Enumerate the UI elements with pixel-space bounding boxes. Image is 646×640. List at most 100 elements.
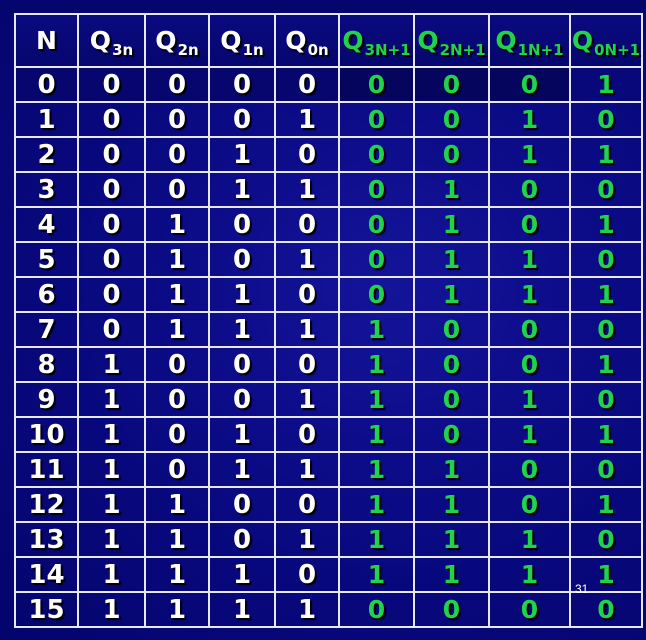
cell-n: 14 (14, 556, 79, 593)
cell-q2n: 1 (144, 276, 210, 313)
header-q2-next-sub: 2N+1 (439, 41, 486, 59)
cell-n: 9 (14, 381, 79, 418)
cell-q3-next: 1 (338, 556, 415, 593)
cell-q0-next: 0 (569, 521, 643, 558)
header-q3-next: Q3N+1 (338, 13, 415, 68)
cell-q0-next: 1 (569, 486, 643, 523)
cell-q1n: 1 (208, 171, 276, 208)
header-n: N (14, 13, 79, 68)
header-q0-next-sub: 0N+1 (594, 41, 641, 59)
cell-q2n: 0 (144, 171, 210, 208)
header-q0n: Q0n (274, 13, 340, 68)
header-q1n: Q1n (208, 13, 276, 68)
cell-q0-next: 0 (569, 101, 643, 138)
cell-q1-next: 1 (488, 276, 571, 313)
header-q2-next: Q2N+1 (413, 13, 490, 68)
cell-q0n: 0 (274, 556, 340, 593)
header-q2n-sub: 2n (177, 41, 199, 59)
header-q3n: Q3n (77, 13, 146, 68)
cell-q2n: 1 (144, 206, 210, 243)
header-q3-next-sub: 3N+1 (364, 41, 411, 59)
cell-q3n: 0 (77, 171, 146, 208)
table-row: 15 1 1 1 1 0 0 0 0 (14, 591, 643, 628)
cell-q3-next: 0 (338, 171, 415, 208)
cell-q0n: 0 (274, 346, 340, 383)
cell-q0n: 1 (274, 241, 340, 278)
cell-q0n: 0 (274, 486, 340, 523)
cell-q0-next: 1 (569, 556, 643, 593)
header-q2n-base: Q (155, 26, 177, 55)
cell-n: 15 (14, 591, 79, 628)
cell-q2-next: 1 (413, 556, 490, 593)
cell-q3n: 1 (77, 451, 146, 488)
cell-q1n: 0 (208, 381, 276, 418)
cell-n: 6 (14, 276, 79, 313)
cell-q3n: 1 (77, 521, 146, 558)
cell-q1n: 1 (208, 311, 276, 348)
header-n-text: N (36, 26, 57, 55)
cell-n: 7 (14, 311, 79, 348)
cell-q1n: 0 (208, 206, 276, 243)
cell-q0n: 0 (274, 206, 340, 243)
cell-q0n: 1 (274, 381, 340, 418)
table-row: 12 1 1 0 0 1 1 0 1 (14, 486, 643, 523)
cell-q1-next: 1 (488, 521, 571, 558)
cell-q1n: 0 (208, 521, 276, 558)
cell-q2-next: 1 (413, 521, 490, 558)
cell-q3n: 0 (77, 136, 146, 173)
cell-q1n: 0 (208, 241, 276, 278)
cell-q2-next: 0 (413, 346, 490, 383)
cell-q1-next: 1 (488, 241, 571, 278)
cell-q0-next: 1 (569, 346, 643, 383)
cell-q0n: 1 (274, 311, 340, 348)
table-row: 10 1 0 1 0 1 0 1 1 (14, 416, 643, 453)
cell-n: 10 (14, 416, 79, 453)
cell-q3-next: 1 (338, 381, 415, 418)
cell-q2n: 1 (144, 591, 210, 628)
cell-q0-next: 0 (569, 311, 643, 348)
cell-q1-next: 0 (488, 206, 571, 243)
header-q2-next-base: Q (417, 26, 439, 55)
cell-q2-next: 0 (413, 66, 490, 103)
cell-q1-next: 1 (488, 416, 571, 453)
cell-q0-next: 1 (569, 206, 643, 243)
cell-q0-next: 1 (569, 276, 643, 313)
header-q3n-base: Q (89, 26, 112, 55)
cell-q0n: 0 (274, 136, 340, 173)
cell-q3-next: 0 (338, 101, 415, 138)
cell-q2-next: 1 (413, 486, 490, 523)
cell-q3n: 0 (77, 241, 146, 278)
cell-q0n: 1 (274, 171, 340, 208)
cell-q1n: 0 (208, 346, 276, 383)
cell-q3-next: 1 (338, 311, 415, 348)
cell-q1n: 0 (208, 101, 276, 138)
cell-q0-next: 0 (569, 591, 643, 628)
cell-n: 3 (14, 171, 79, 208)
header-q1-next-base: Q (495, 26, 517, 55)
cell-q2n: 0 (144, 66, 210, 103)
cell-q2n: 0 (144, 381, 210, 418)
cell-q2n: 0 (144, 101, 210, 138)
cell-q3-next: 1 (338, 521, 415, 558)
cell-q2-next: 0 (413, 311, 490, 348)
cell-q2-next: 1 (413, 276, 490, 313)
cell-q2-next: 1 (413, 241, 490, 278)
header-q3n-sub: 3n (112, 41, 134, 59)
cell-q3n: 1 (77, 591, 146, 628)
cell-q3-next: 0 (338, 241, 415, 278)
cell-q0-next: 0 (569, 171, 643, 208)
header-q1-next-sub: 1N+1 (517, 41, 564, 59)
table-header-row: N Q3n Q2n Q1n Q0n Q3N+1 Q2N+1 Q1N+1 Q0N+… (14, 13, 643, 68)
header-q0-next: Q0N+1 (569, 13, 643, 68)
header-q0n-base: Q (285, 26, 307, 55)
cell-q2n: 1 (144, 556, 210, 593)
cell-q2n: 1 (144, 241, 210, 278)
cell-q2n: 0 (144, 346, 210, 383)
cell-q0-next: 0 (569, 381, 643, 418)
